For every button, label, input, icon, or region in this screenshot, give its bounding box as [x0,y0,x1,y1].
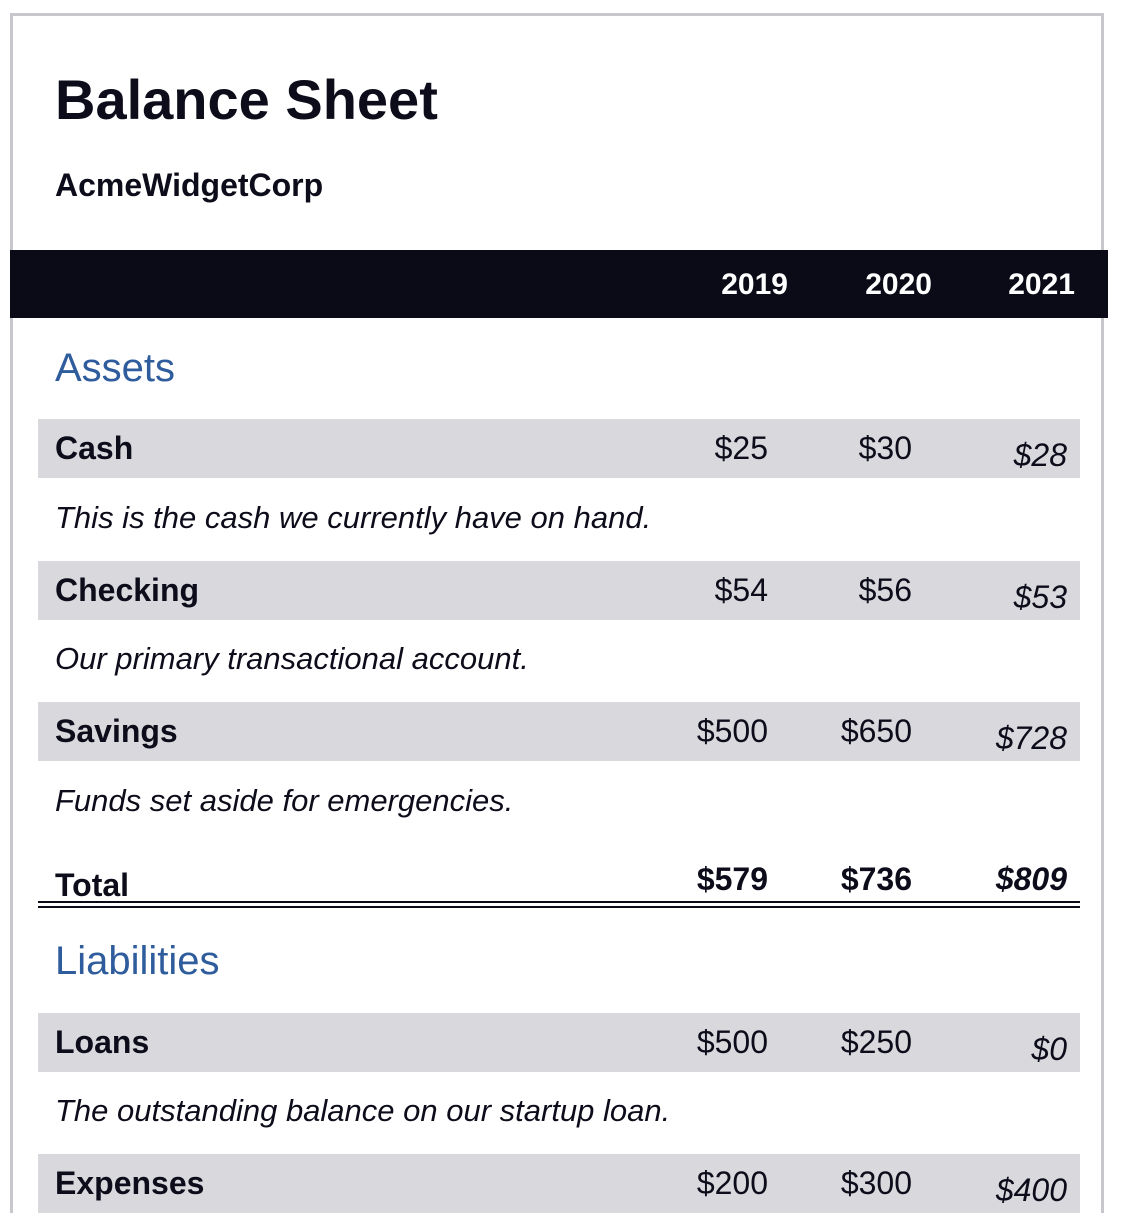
balance-sheet: Balance Sheet AcmeWidgetCorp 2019 2020 2… [10,13,1108,1213]
row-note-savings: Funds set aside for emergencies. [55,783,514,818]
total-2020: $736 [840,861,912,897]
value-2019: $500 [696,1024,768,1060]
company-name: AcmeWidgetCorp [55,167,324,203]
row-label: Cash [55,430,134,466]
value-2019: $200 [696,1165,768,1201]
value-2021: $400 [995,1172,1067,1208]
year-header-2020: 2020 [865,268,932,301]
table-row-loans: Loans $500 $250 $0 [38,1013,1080,1072]
value-2020: $30 [858,430,912,466]
row-label: Checking [55,572,200,608]
value-2019: $25 [714,430,768,466]
total-row-assets: Total $579 $736 $809 [38,846,1080,908]
value-2020: $300 [840,1165,912,1201]
row-label: Expenses [55,1165,205,1201]
row-label: Loans [55,1024,150,1060]
section-title-assets: Assets [55,346,176,390]
table-row-checking: Checking $54 $56 $53 [38,561,1080,620]
section-title-liabilities: Liabilities [55,939,220,983]
row-note-cash: This is the cash we currently have on ha… [55,500,652,535]
value-2020: $56 [858,572,912,608]
value-2021: $0 [1031,1031,1067,1067]
year-header-bar: 2019 2020 2021 [10,250,1108,318]
value-2021: $53 [1013,579,1067,615]
year-header-2021: 2021 [1008,268,1075,301]
value-2021: $728 [995,720,1067,756]
total-2021: $809 [995,861,1067,897]
table-row-expenses: Expenses $200 $300 $400 [38,1154,1080,1213]
value-2020: $650 [840,713,912,749]
page-title: Balance Sheet [55,68,438,131]
year-header-2019: 2019 [721,268,788,301]
total-2019: $579 [696,861,768,897]
total-label: Total [55,867,130,903]
value-2019: $54 [714,572,768,608]
row-note-loans: The outstanding balance on our startup l… [55,1093,671,1128]
row-note-checking: Our primary transactional account. [55,641,529,676]
table-row-savings: Savings $500 $650 $728 [38,702,1080,761]
row-label: Savings [55,713,178,749]
value-2020: $250 [840,1024,912,1060]
value-2019: $500 [696,713,768,749]
table-row-cash: Cash $25 $30 $28 [38,419,1080,478]
value-2021: $28 [1013,437,1067,473]
